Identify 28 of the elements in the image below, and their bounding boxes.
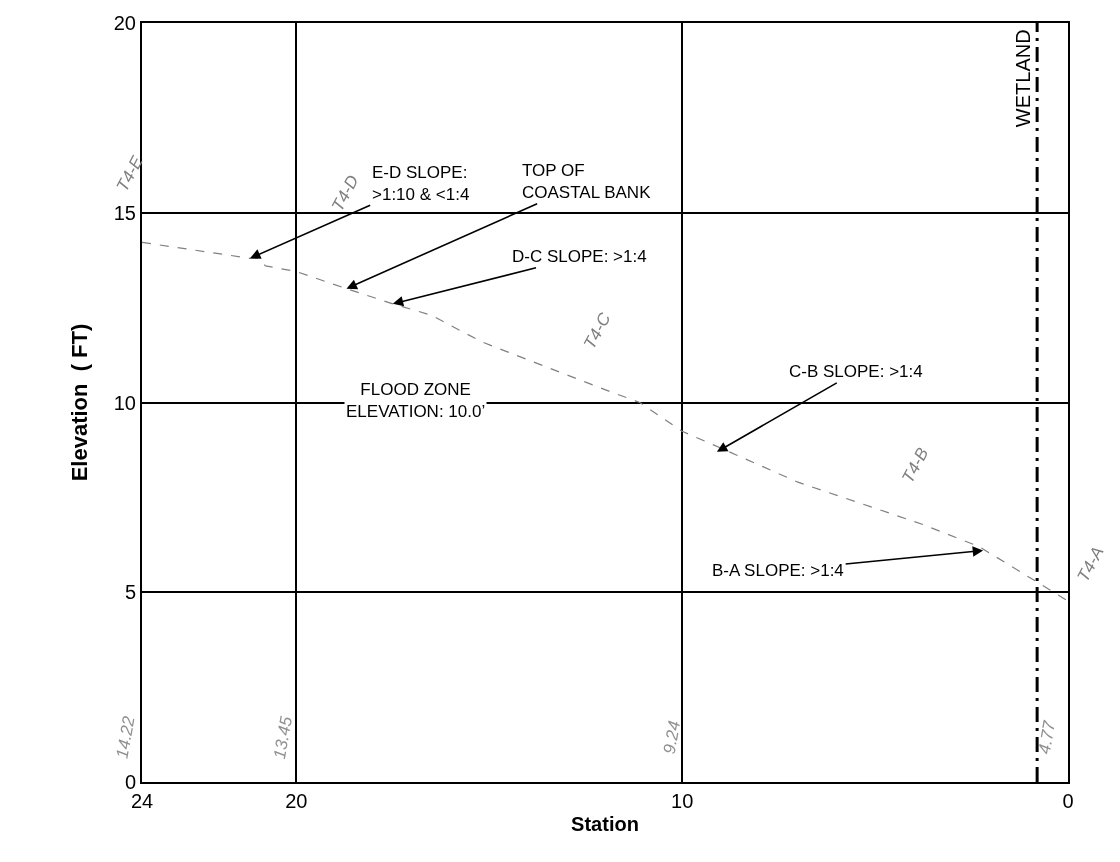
x-tick-label: 0: [1062, 790, 1074, 812]
annotation: T4-D: [328, 172, 363, 215]
y-tick-label: 10: [113, 391, 136, 414]
annotation: C-B SLOPE: >1:4: [789, 362, 923, 381]
annotation: D-C SLOPE: >1:4: [512, 247, 647, 266]
text: T4-A: [1073, 543, 1108, 585]
annotation: 4.77: [1034, 718, 1060, 756]
x-tick-label: 24: [130, 790, 154, 812]
annotation: T4-E: [112, 152, 148, 195]
y-tick-label: 0: [124, 771, 136, 793]
annotation: T4-C: [580, 309, 615, 353]
line-series: [142, 241, 1068, 602]
annotation: 9.24: [659, 719, 685, 756]
y-tick-label: 15: [113, 201, 136, 224]
annotation: FLOOD ZONE ELEVATION: 10.0’: [346, 380, 486, 422]
text: 14.22: [112, 714, 139, 760]
ref-line-label: WETLAND: [1012, 29, 1035, 128]
y-axis-title: Elevation ( FT): [67, 323, 93, 482]
annotation: E-D SLOPE: >1:10 & <1:4: [372, 163, 470, 205]
annotation: B-A SLOPE: >1:4: [712, 561, 844, 580]
x-tick-label: 10: [671, 790, 694, 812]
annotation: T4-B: [898, 444, 933, 487]
y-tick-label: 20: [113, 12, 136, 34]
annotation: 13.45: [269, 714, 297, 761]
x-axis-title: Station: [571, 813, 639, 835]
annotation: TOP OF COASTAL BANK: [522, 161, 652, 203]
x-tick-label: 20: [285, 790, 308, 812]
y-tick-label: 5: [124, 581, 136, 604]
